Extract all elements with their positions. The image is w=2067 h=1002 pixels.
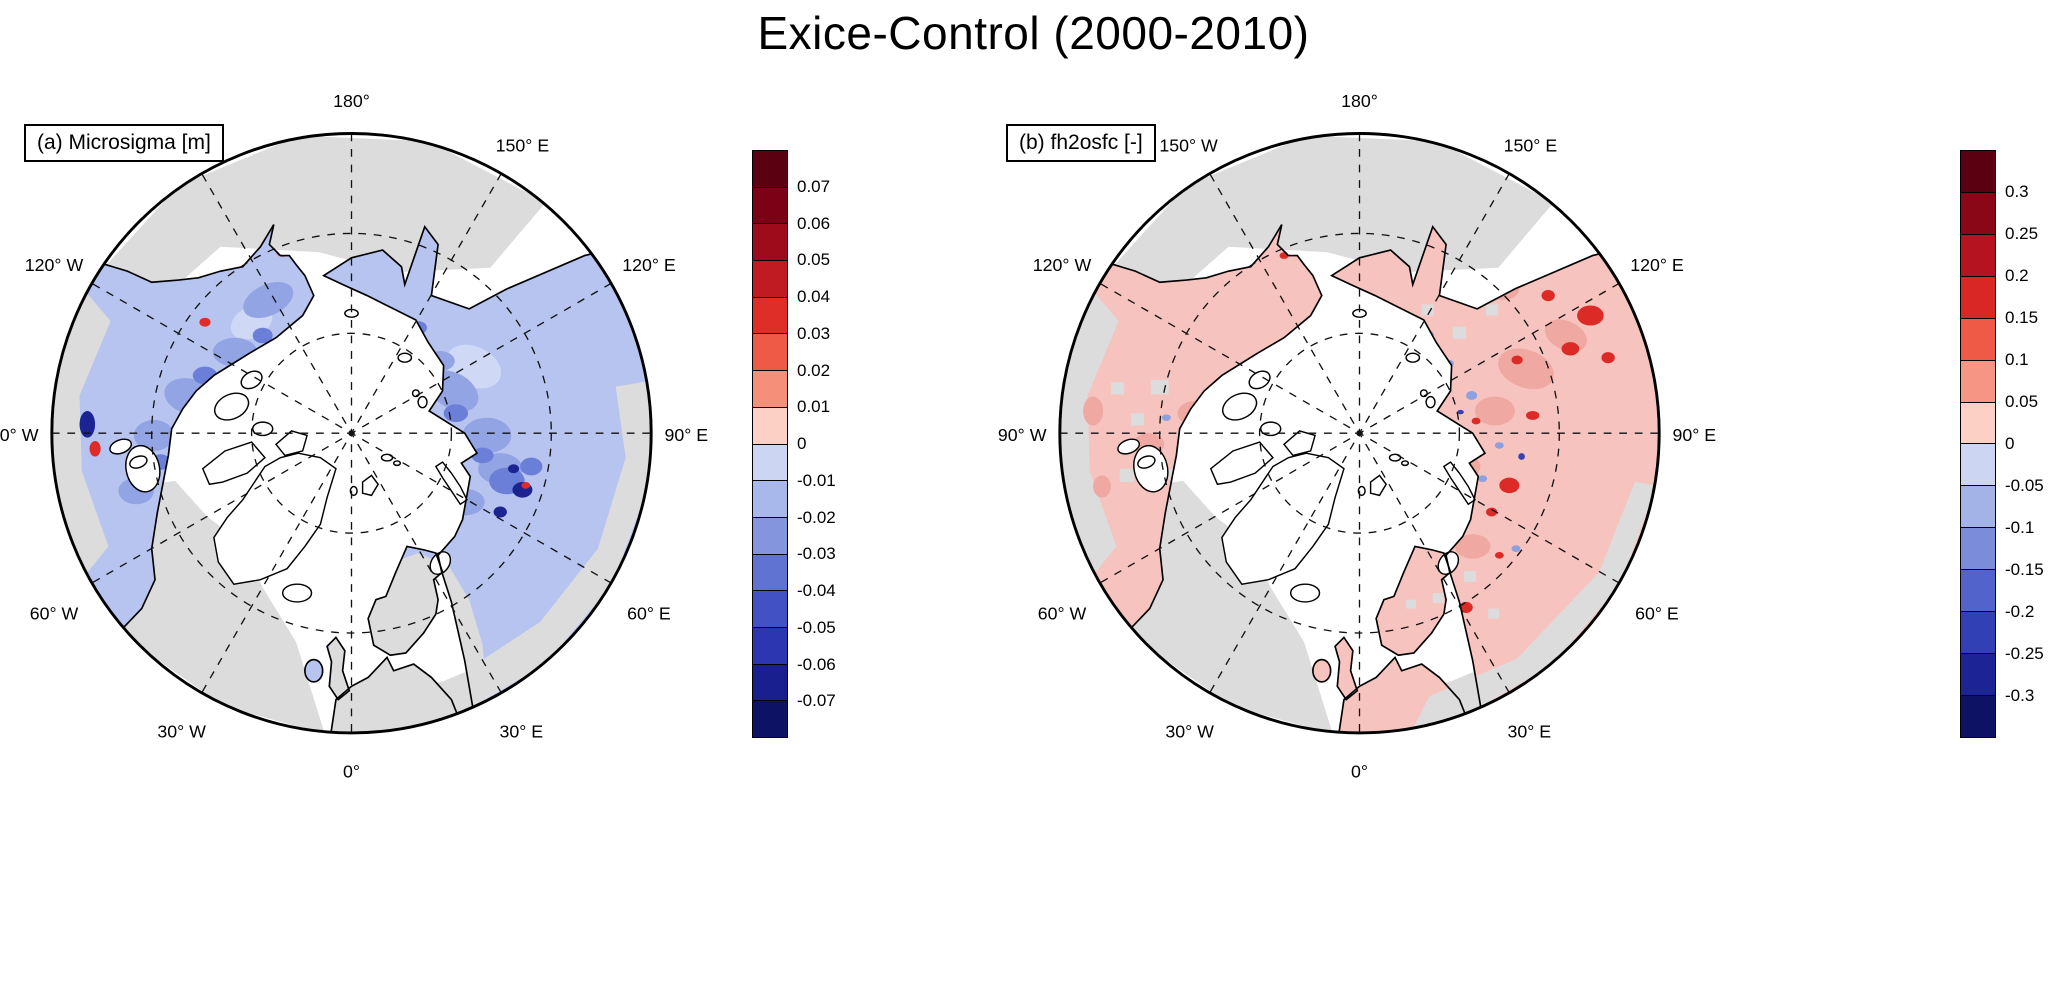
lon-label: 90° W — [0, 425, 39, 445]
anomaly-strong-negative-specks — [1457, 409, 1525, 460]
colorbar-tick-label: -0.15 — [2005, 560, 2044, 579]
lon-label: 90° E — [665, 425, 709, 445]
colorbar-tick-label: 0.05 — [797, 250, 831, 270]
colorbar-tick-label: -0.04 — [797, 581, 836, 600]
colorbar-tick-label: -0.05 — [797, 617, 836, 637]
lon-label: 120° W — [25, 255, 84, 275]
lon-label: 150° W — [1159, 135, 1218, 155]
colorbar-tick-label: -0.03 — [797, 544, 836, 564]
colorbar-segment — [753, 151, 787, 188]
colorbar-segment — [753, 591, 787, 628]
colorbar-segment — [1961, 486, 1995, 529]
colorbar-segment — [1961, 444, 1995, 487]
map-panel-a: 180° 150° W 150° E 120° W 120° E 90° W 9… — [0, 91, 709, 781]
colorbar-tick-label: 0.02 — [797, 360, 831, 380]
lon-label: 120° E — [1630, 255, 1684, 275]
colorbar-tick-label: 0.07 — [797, 176, 831, 196]
colorbar-tick-label: 0.15 — [2005, 308, 2039, 327]
lon-label: 120° E — [622, 255, 676, 275]
colorbar-a-ticks: 0.07 0.06 0.05 0.04 0.03 0.02 0.01 0 -0.01 -0.02 -… — [797, 150, 877, 738]
colorbar-segment — [753, 627, 787, 665]
colorbar-tick-label: -0.2 — [2005, 602, 2035, 621]
map-boundary-circle — [1058, 132, 1661, 735]
colorbar-a-body — [752, 150, 788, 738]
lon-label: 60° E — [627, 604, 671, 624]
colorbar-segment — [1961, 528, 1995, 571]
colorbar-segment — [1961, 612, 1995, 655]
colorbar-tick-label: 0.05 — [2005, 392, 2039, 411]
colorbar-tick-label: -0.05 — [2005, 476, 2044, 495]
longitude-labels-b: 180° 150° W 150° E 120° W 120° E 90° W 9… — [998, 91, 1716, 781]
lon-label: 30° E — [1508, 721, 1552, 741]
colorbar-tick-label: -0.25 — [2005, 644, 2044, 663]
panel-label-b: (b) fh2osfc [-] — [1006, 124, 1156, 162]
colorbar-a: 0.07 0.06 0.05 0.04 0.03 0.02 0.01 0 -0.01 -0.02 -… — [752, 150, 836, 738]
colorbar-segment — [753, 224, 787, 262]
panel-label-a: (a) Microsigma [m] — [24, 124, 224, 162]
colorbar-segment — [1961, 360, 1995, 403]
colorbar-b: 0.3 0.25 0.2 0.15 0.1 0.05 0 -0.05 -0.1 -0.15 -0.2… — [1960, 150, 2044, 738]
colorbar-segment — [753, 187, 787, 225]
lon-label: 60° W — [1038, 604, 1087, 624]
colorbar-tick-label: 0.2 — [2005, 266, 2029, 285]
colorbar-segment — [753, 261, 787, 298]
colorbar-segment — [753, 554, 787, 592]
colorbar-tick-label: 0.1 — [2005, 350, 2029, 369]
colorbar-tick-label: -0.3 — [2005, 686, 2035, 705]
colorbar-tick-label: 0 — [797, 434, 807, 453]
lon-label: 180° — [333, 91, 370, 111]
lon-label: 180° — [1341, 91, 1378, 111]
colorbar-tick-label: 0.25 — [2005, 224, 2039, 243]
colorbar-tick-label: -0.06 — [797, 654, 836, 674]
lon-label: 60° W — [30, 604, 79, 624]
lon-label: 90° E — [1673, 425, 1717, 445]
map-panel-b: 180° 150° W 150° E 120° W 120° E 90° W 9… — [998, 91, 1716, 781]
lon-label: 30° E — [500, 721, 544, 741]
lon-label: 0° — [343, 761, 360, 781]
figure-title: Exice-Control (2000-2010) — [757, 7, 1310, 59]
colorbar-segment — [753, 334, 787, 372]
colorbar-tick-label: -0.01 — [797, 470, 836, 490]
map-b-content — [1059, 133, 1660, 733]
colorbar-segment — [1961, 402, 1995, 445]
colorbar-tick-label: 0.03 — [797, 323, 831, 343]
colorbar-segment — [753, 664, 787, 702]
colorbar-tick-label: -0.02 — [797, 507, 836, 527]
lon-label: 60° E — [1635, 604, 1679, 624]
lon-label: 30° W — [157, 721, 206, 741]
colorbar-segment — [1961, 276, 1995, 319]
colorbar-tick-label: 0.04 — [797, 287, 831, 306]
colorbar-tick-label: 0.3 — [2005, 182, 2029, 201]
colorbar-segment — [753, 297, 787, 335]
colorbar-tick-label: 0 — [2005, 434, 2015, 453]
colorbar-segment — [1961, 234, 1995, 277]
lon-label: 150° E — [1504, 135, 1558, 155]
colorbar-segment — [1961, 192, 1995, 235]
colorbar-segment — [1961, 151, 1995, 193]
colorbar-tick-label: -0.1 — [2005, 518, 2035, 537]
colorbar-segment — [1961, 654, 1995, 696]
colorbar-segment — [753, 444, 787, 482]
lon-label: 120° W — [1033, 255, 1092, 275]
colorbar-segment — [753, 517, 787, 555]
colorbar-tick-label: 0.01 — [797, 397, 831, 417]
colorbar-segment — [753, 481, 787, 518]
map-boundary-circle — [50, 132, 653, 735]
colorbar-tick-label: -0.07 — [797, 691, 836, 711]
colorbar-b-body — [1960, 150, 1996, 738]
colorbar-b-ticks: 0.3 0.25 0.2 0.15 0.1 0.05 0 -0.05 -0.1 -0.15 -0.2… — [2005, 150, 2067, 738]
map-a-content — [51, 133, 652, 733]
lon-label: 0° — [1351, 761, 1368, 781]
colorbar-segment — [1961, 318, 1995, 361]
colorbar-segment — [753, 407, 787, 445]
colorbar-tick-label: 0.06 — [797, 213, 831, 233]
colorbar-segment — [753, 371, 787, 408]
lon-label: 30° W — [1165, 721, 1214, 741]
lon-label: 90° W — [998, 425, 1047, 445]
colorbar-segment — [753, 701, 787, 737]
colorbar-segment — [1961, 695, 1995, 737]
lon-label: 150° E — [496, 135, 550, 155]
colorbar-segment — [1961, 570, 1995, 613]
